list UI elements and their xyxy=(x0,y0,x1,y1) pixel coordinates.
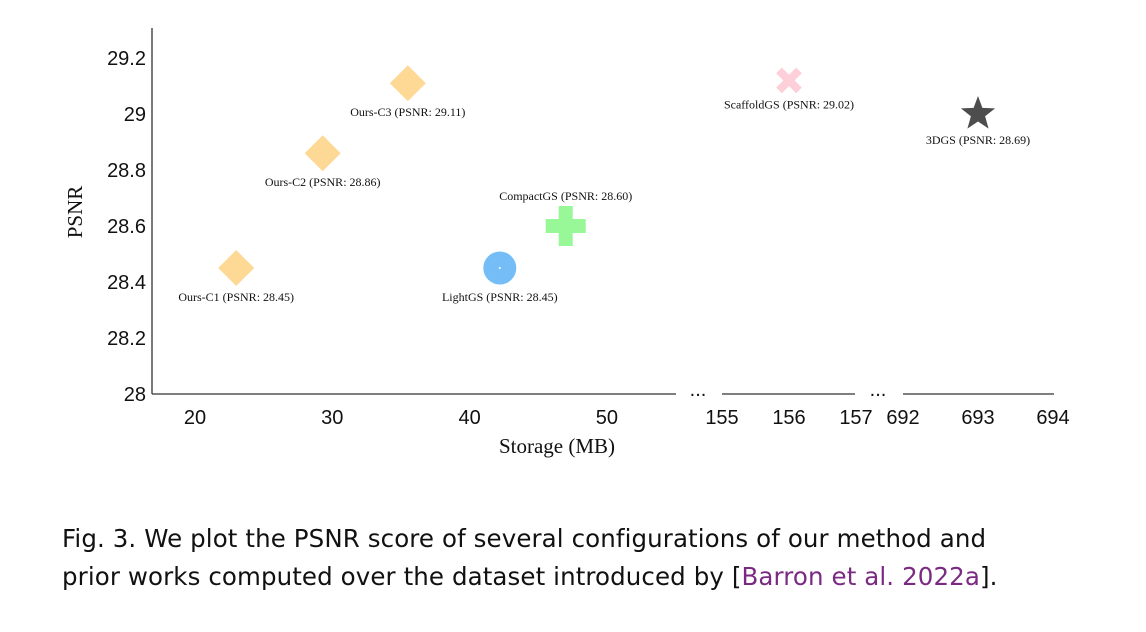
scatter-chart: 28 28.2 28.4 28.6 28.8 29 29.2 20 30 40 50 155 156 15… xyxy=(63,28,1070,458)
axes: 28 28.2 28.4 28.6 28.8 29 29.2 20 30 40 50 155 156 15… xyxy=(63,28,1070,458)
x-tick-label: 155 xyxy=(705,407,738,429)
x-tick-label: 694 xyxy=(1036,407,1069,429)
data-point-compactgs: CompactGS (PSNR: 28.60) xyxy=(499,189,632,246)
diamond-marker-icon xyxy=(389,65,426,102)
x-tick-label: 40 xyxy=(458,407,480,429)
x-tick-label: 156 xyxy=(772,407,805,429)
x-tick-label: 30 xyxy=(321,407,343,429)
figure: 28 28.2 28.4 28.6 28.8 29 29.2 20 30 40 50 155 156 15… xyxy=(63,28,1070,458)
data-point-ours-c2: Ours-C2 (PSNR: 28.86) xyxy=(265,135,381,189)
axis-break-marker: ... xyxy=(870,379,887,401)
x-tick-label: 693 xyxy=(961,407,994,429)
y-tick-label: 28.6 xyxy=(107,216,146,238)
data-point-label: Ours-C3 (PSNR: 29.11) xyxy=(350,105,465,119)
y-tick-label: 28.4 xyxy=(107,272,146,294)
x-tick-label: 20 xyxy=(184,407,206,429)
data-point-ours-c3: Ours-C3 (PSNR: 29.11) xyxy=(350,65,465,119)
figure-caption: Fig. 3. We plot the PSNR score of severa… xyxy=(62,520,1112,596)
citation-link[interactable]: Barron et al. 2022a xyxy=(741,562,980,591)
y-tick-label: 28.2 xyxy=(107,328,146,350)
data-point-scaffoldgs: ScaffoldGS (PSNR: 29.02) xyxy=(724,67,854,111)
data-point-3dgs: 3DGS (PSNR: 28.69) xyxy=(926,96,1030,147)
data-point-lightgs: LightGS (PSNR: 28.45) xyxy=(442,251,558,304)
caption-text: prior works computed over the dataset in… xyxy=(62,562,742,591)
axis-break-marker: ... xyxy=(690,379,707,401)
data-point-label: LightGS (PSNR: 28.45) xyxy=(442,290,558,304)
data-point-label: ScaffoldGS (PSNR: 29.02) xyxy=(724,97,854,111)
data-point-label: Ours-C1 (PSNR: 28.45) xyxy=(178,290,294,304)
y-axis-title: PSNR xyxy=(63,186,87,239)
star-marker-icon xyxy=(960,96,996,129)
diamond-marker-icon xyxy=(304,135,341,172)
x-marker-icon xyxy=(776,67,802,94)
data-point-label: 3DGS (PSNR: 28.69) xyxy=(926,133,1030,147)
caption-text-end: ]. xyxy=(979,562,998,591)
x-tick-label: 50 xyxy=(596,407,618,429)
y-tick-label: 28.8 xyxy=(107,160,146,182)
diamond-marker-icon xyxy=(218,250,255,286)
caption-line-1: Fig. 3. We plot the PSNR score of severa… xyxy=(62,524,987,553)
y-tick-label: 28 xyxy=(124,384,146,406)
data-point-label: Ours-C2 (PSNR: 28.86) xyxy=(265,175,381,189)
x-axis-title: Storage (MB) xyxy=(499,434,615,458)
caption-line-2: prior works computed over the dataset in… xyxy=(62,558,1112,596)
x-tick-label: 157 xyxy=(839,407,872,429)
plus-marker-icon xyxy=(545,206,586,246)
data-point-ours-c1: Ours-C1 (PSNR: 28.45) xyxy=(178,250,294,304)
data-point-label: CompactGS (PSNR: 28.60) xyxy=(499,189,632,203)
y-tick-label: 29.2 xyxy=(107,48,146,70)
data-points: Ours-C1 (PSNR: 28.45) Ours-C2 (PSNR: 28.8… xyxy=(178,65,1030,304)
y-tick-label: 29 xyxy=(124,104,146,126)
x-tick-label: 692 xyxy=(886,407,919,429)
